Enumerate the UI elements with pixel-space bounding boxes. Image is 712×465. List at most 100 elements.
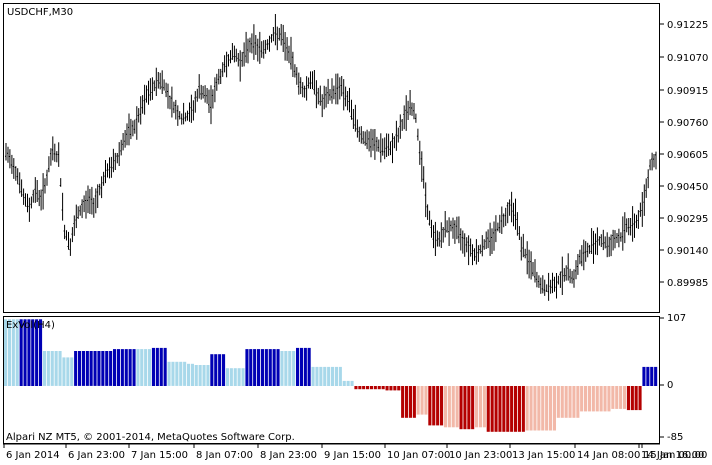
histogram-bar	[190, 363, 194, 386]
histogram-bar	[202, 365, 206, 386]
indicator-scale: 107 0 -85	[660, 313, 686, 443]
histogram-bar	[109, 351, 113, 386]
histogram-bar	[455, 386, 459, 428]
histogram-bar	[549, 386, 553, 431]
price-scale-label: 0.89985	[667, 278, 708, 289]
price-scale-label: 0.90140	[667, 246, 708, 257]
histogram-bar	[595, 386, 599, 412]
histogram-bar	[369, 386, 373, 390]
histogram-bar	[611, 386, 615, 409]
histogram-bar	[634, 386, 638, 411]
histogram-bar	[163, 347, 167, 386]
histogram-bar	[194, 365, 198, 386]
histogram-bar	[89, 351, 93, 386]
histogram-bar	[93, 351, 97, 386]
histogram-bar	[630, 386, 634, 411]
histogram-bar	[272, 349, 276, 386]
histogram-bar	[638, 386, 642, 411]
symbol-label: USDCHF,M30	[7, 7, 73, 18]
histogram-bar	[218, 354, 222, 386]
histogram-bar	[541, 386, 545, 431]
histogram-bar	[257, 349, 261, 386]
histogram-bar	[381, 386, 385, 390]
histogram-bar	[607, 386, 611, 412]
price-scale-label: 0.91225	[667, 20, 708, 31]
histogram-bar	[299, 347, 303, 386]
histogram-bar	[424, 386, 428, 415]
histogram-bar	[260, 349, 264, 386]
histogram-bar	[331, 366, 335, 386]
histogram-bar	[144, 349, 148, 386]
histogram-bar	[405, 386, 409, 418]
histogram-bar	[591, 386, 595, 412]
time-axis-label: 10 Jan 23:00	[449, 450, 512, 461]
histogram-bar	[650, 366, 654, 386]
histogram-bar	[155, 347, 159, 386]
histogram-bar	[420, 386, 424, 415]
histogram-bar	[268, 349, 272, 386]
histogram-bar	[241, 368, 245, 386]
time-axis-label: 6 Jan 2014	[6, 450, 60, 461]
histogram-bar	[183, 361, 187, 386]
histogram-bar	[537, 386, 541, 431]
histogram-bar	[366, 386, 370, 390]
histogram-bar	[494, 386, 498, 432]
histogram-bar	[510, 386, 514, 432]
histogram-bar	[206, 365, 210, 386]
histogram-bar	[623, 386, 627, 409]
histogram-bar	[346, 380, 350, 386]
histogram-bar	[171, 361, 175, 386]
histogram-bar	[654, 366, 658, 386]
indicator-scale-label: -85	[667, 432, 683, 443]
histogram-bar	[576, 386, 580, 418]
histogram-bar	[132, 349, 136, 386]
histogram-bar	[15, 319, 19, 386]
time-axis-label: 8 Jan 07:00	[196, 450, 253, 461]
time-axis-label: 9 Jan 15:00	[324, 450, 381, 461]
histogram-bar	[303, 347, 307, 386]
histogram-bar	[78, 351, 82, 386]
price-scale-label: 0.90760	[667, 118, 708, 129]
histogram-bar	[498, 386, 502, 432]
histogram-bar	[42, 351, 46, 386]
indicator-histogram	[4, 319, 658, 432]
histogram-bar	[626, 386, 630, 411]
histogram-bar	[50, 351, 54, 386]
histogram-bar	[475, 386, 479, 428]
histogram-bar	[62, 357, 66, 386]
histogram-bar	[517, 386, 521, 432]
histogram-bar	[225, 368, 229, 386]
histogram-bar	[615, 386, 619, 409]
histogram-bar	[23, 319, 27, 386]
histogram-bar	[556, 386, 560, 418]
time-axis-label: 13 Jan 15:00	[512, 450, 575, 461]
histogram-bar	[7, 319, 11, 386]
histogram-bar	[4, 319, 8, 386]
histogram-bar	[521, 386, 525, 432]
indicator-scale-label: 0	[667, 380, 673, 391]
histogram-bar	[478, 386, 482, 428]
histogram-bar	[354, 386, 358, 390]
histogram-bar	[502, 386, 506, 432]
histogram-bar	[237, 368, 241, 386]
histogram-bar	[459, 386, 463, 430]
time-axis-label: 14 Jan 08:00	[577, 450, 640, 461]
price-candles	[5, 14, 657, 301]
histogram-bar	[568, 386, 572, 418]
histogram-bar	[603, 386, 607, 412]
histogram-bar	[514, 386, 518, 432]
histogram-bar	[229, 368, 233, 386]
histogram-bar	[443, 386, 447, 428]
histogram-bar	[412, 386, 416, 418]
histogram-bar	[338, 366, 342, 386]
histogram-bar	[451, 386, 455, 428]
histogram-bar	[397, 386, 401, 391]
price-scale: 0.91225 0.91070 0.90915 0.90760 0.90605 0.904…	[660, 20, 708, 289]
histogram-bar	[210, 354, 214, 386]
histogram-bar	[245, 349, 249, 386]
histogram-bar	[323, 366, 327, 386]
histogram-bar	[393, 386, 397, 391]
histogram-bar	[179, 361, 183, 386]
histogram-bar	[296, 347, 300, 386]
